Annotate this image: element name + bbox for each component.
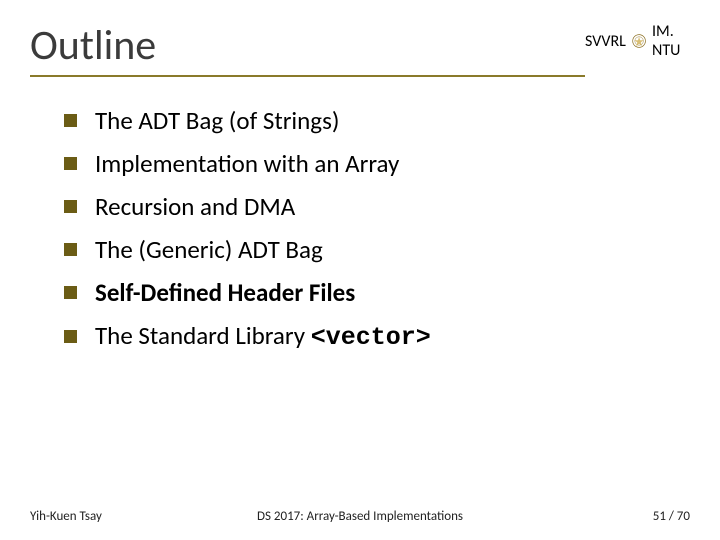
bullet-text-mono: <vector>: [311, 323, 431, 352]
bullet-text: Self-Defined Header Files: [95, 277, 355, 308]
org-left: SVVRL: [585, 32, 626, 51]
bullet-marker-icon: [64, 243, 77, 256]
bullet-text: The (Generic) ADT Bag: [95, 234, 323, 265]
footer-page: 51 / 70: [653, 509, 690, 524]
title-block: Outline: [30, 20, 585, 77]
list-item: The (Generic) ADT Bag: [64, 234, 690, 265]
bullet-marker-icon: [64, 157, 77, 170]
bullet-text-prefix: The Standard Library: [95, 320, 311, 351]
bullet-marker-icon: [64, 200, 77, 213]
org-right: IM. NTU: [652, 22, 690, 60]
bullet-text: The ADT Bag (of Strings): [95, 105, 339, 136]
list-item: Self-Defined Header Files: [64, 277, 690, 308]
ntu-logo-icon: [632, 31, 646, 51]
footer-author: Yih-Kuen Tsay: [30, 509, 102, 524]
bullet-text: Recursion and DMA: [95, 191, 295, 222]
org-block: SVVRL IM. NTU: [585, 20, 690, 60]
bullet-marker-icon: [64, 286, 77, 299]
slide-title: Outline: [30, 20, 585, 71]
bullet-text: The Standard Library <vector>: [95, 320, 431, 352]
bullet-marker-icon: [64, 114, 77, 127]
list-item: The ADT Bag (of Strings): [64, 105, 690, 136]
list-item: Implementation with an Array: [64, 148, 690, 179]
footer-course: DS 2017: Array-Based Implementations: [257, 509, 463, 524]
list-item: The Standard Library <vector>: [64, 320, 690, 352]
title-rule: [30, 75, 585, 77]
bullet-list: The ADT Bag (of Strings) Implementation …: [30, 105, 690, 352]
bullet-text: Implementation with an Array: [95, 148, 399, 179]
slide: Outline SVVRL IM. NTU The ADT Bag (of St…: [0, 0, 720, 540]
footer: Yih-Kuen Tsay DS 2017: Array-Based Imple…: [30, 509, 690, 524]
list-item: Recursion and DMA: [64, 191, 690, 222]
bullet-marker-icon: [64, 330, 77, 343]
header-row: Outline SVVRL IM. NTU: [30, 20, 690, 77]
